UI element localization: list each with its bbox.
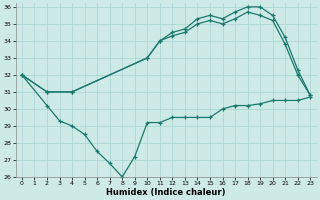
X-axis label: Humidex (Indice chaleur): Humidex (Indice chaleur) bbox=[106, 188, 226, 197]
